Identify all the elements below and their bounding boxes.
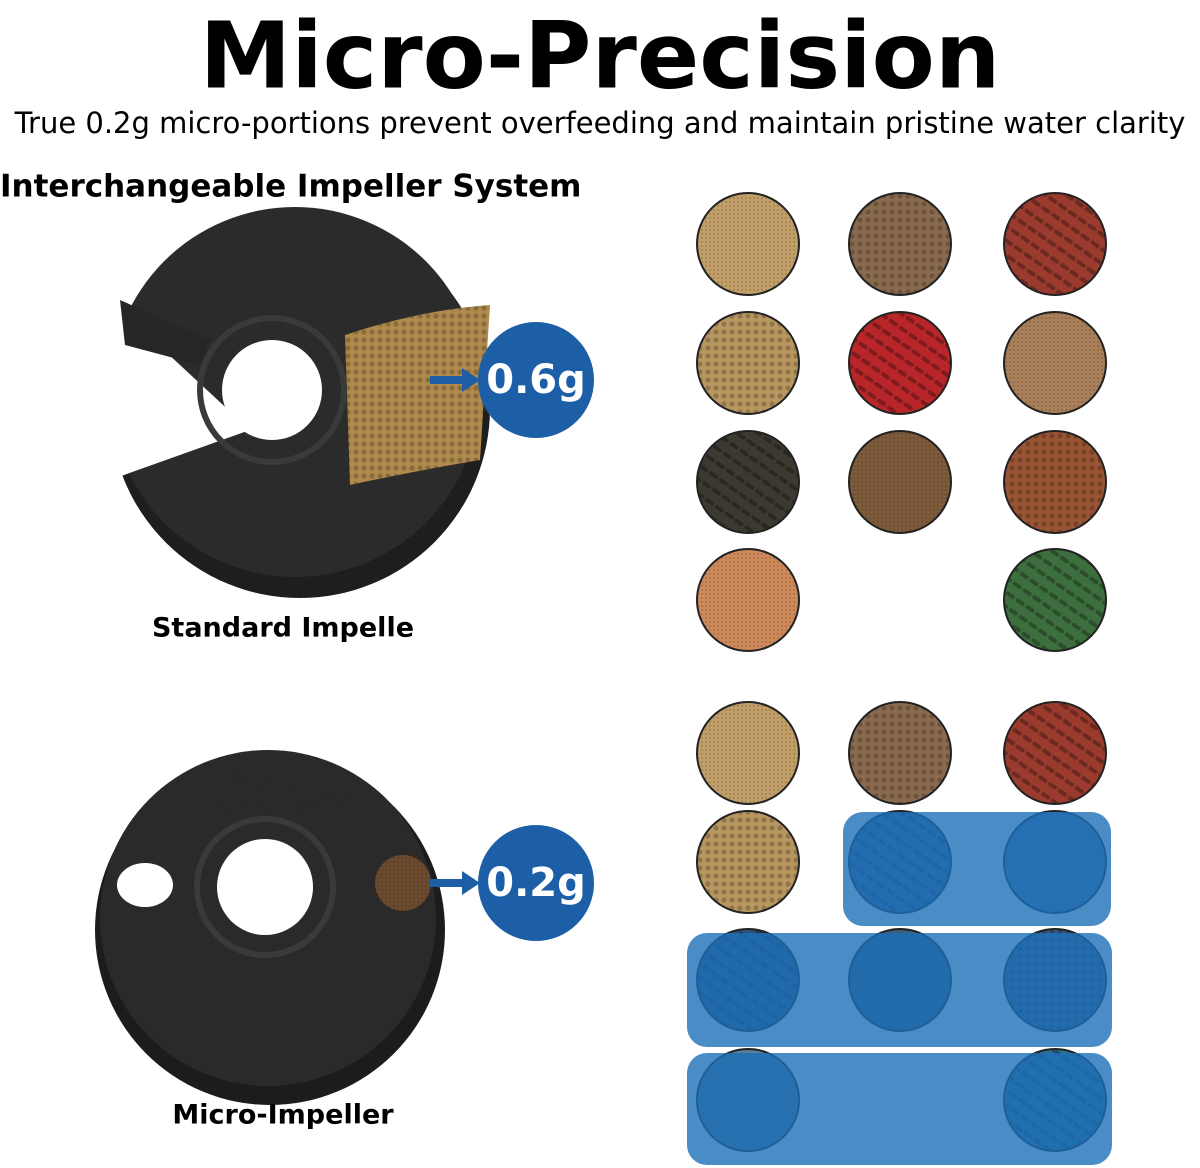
portion: 0.2g xyxy=(486,860,586,906)
standard-impeller xyxy=(110,207,490,598)
food-sample xyxy=(698,550,798,650)
food-sample xyxy=(1005,550,1105,650)
food-sample xyxy=(850,703,950,803)
badge xyxy=(478,825,594,941)
food-sample xyxy=(1005,313,1105,413)
section-title: Interchangeable Impeller System xyxy=(0,169,581,205)
arrow-head xyxy=(462,871,480,895)
unsuitable-overlays xyxy=(687,812,1112,1165)
impeller-label: Micro-Impeller xyxy=(172,1100,394,1131)
engraving: Diameter≤2mm xyxy=(209,798,342,816)
subtitle: True 0.2g micro-portions prevent overfee… xyxy=(14,106,1186,140)
food-sample xyxy=(698,812,798,912)
food-sample xyxy=(698,432,798,532)
food-sample xyxy=(850,194,950,294)
food-sample xyxy=(1005,432,1105,532)
food-sample xyxy=(1005,194,1105,294)
micro-impeller: For small fish food Diameter≤2mm xyxy=(95,750,445,1105)
food-sample xyxy=(850,432,950,532)
food-sample xyxy=(850,313,950,413)
portion: 0.6g xyxy=(486,357,586,403)
badge xyxy=(478,322,594,438)
food-sample xyxy=(698,703,798,803)
food-sample xyxy=(698,194,798,294)
arrow-head xyxy=(462,368,480,392)
food-sample xyxy=(698,313,798,413)
title: Micro-Precision xyxy=(200,2,1001,109)
food-sample xyxy=(1005,703,1105,803)
impeller-label: Standard Impelle xyxy=(152,613,414,644)
